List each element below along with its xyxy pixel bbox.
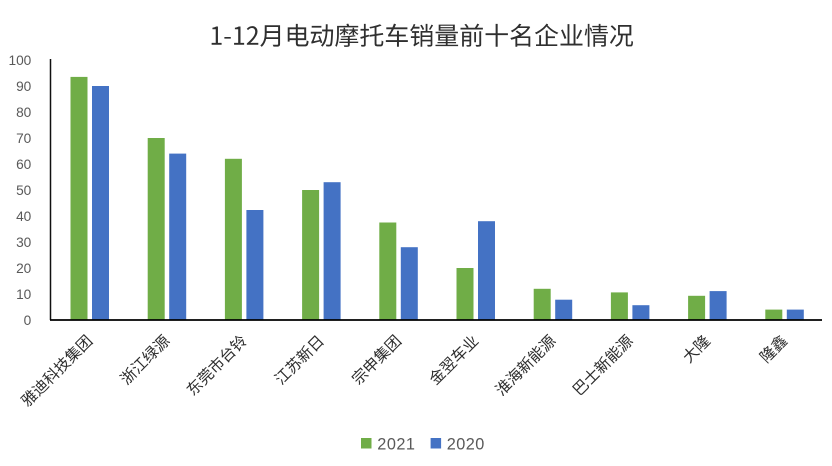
svg-text:30: 30 (16, 235, 32, 250)
svg-text:50: 50 (16, 183, 32, 198)
svg-text:80: 80 (16, 105, 32, 120)
svg-text:60: 60 (16, 157, 32, 172)
svg-text:10: 10 (16, 287, 32, 302)
svg-text:20: 20 (16, 261, 32, 276)
svg-text:2020: 2020 (447, 436, 485, 454)
svg-text:90: 90 (16, 79, 32, 94)
svg-text:100: 100 (8, 53, 31, 68)
svg-text:2021: 2021 (377, 436, 415, 454)
svg-text:40: 40 (16, 209, 32, 224)
svg-text:0: 0 (24, 313, 32, 328)
svg-text:70: 70 (16, 131, 32, 146)
